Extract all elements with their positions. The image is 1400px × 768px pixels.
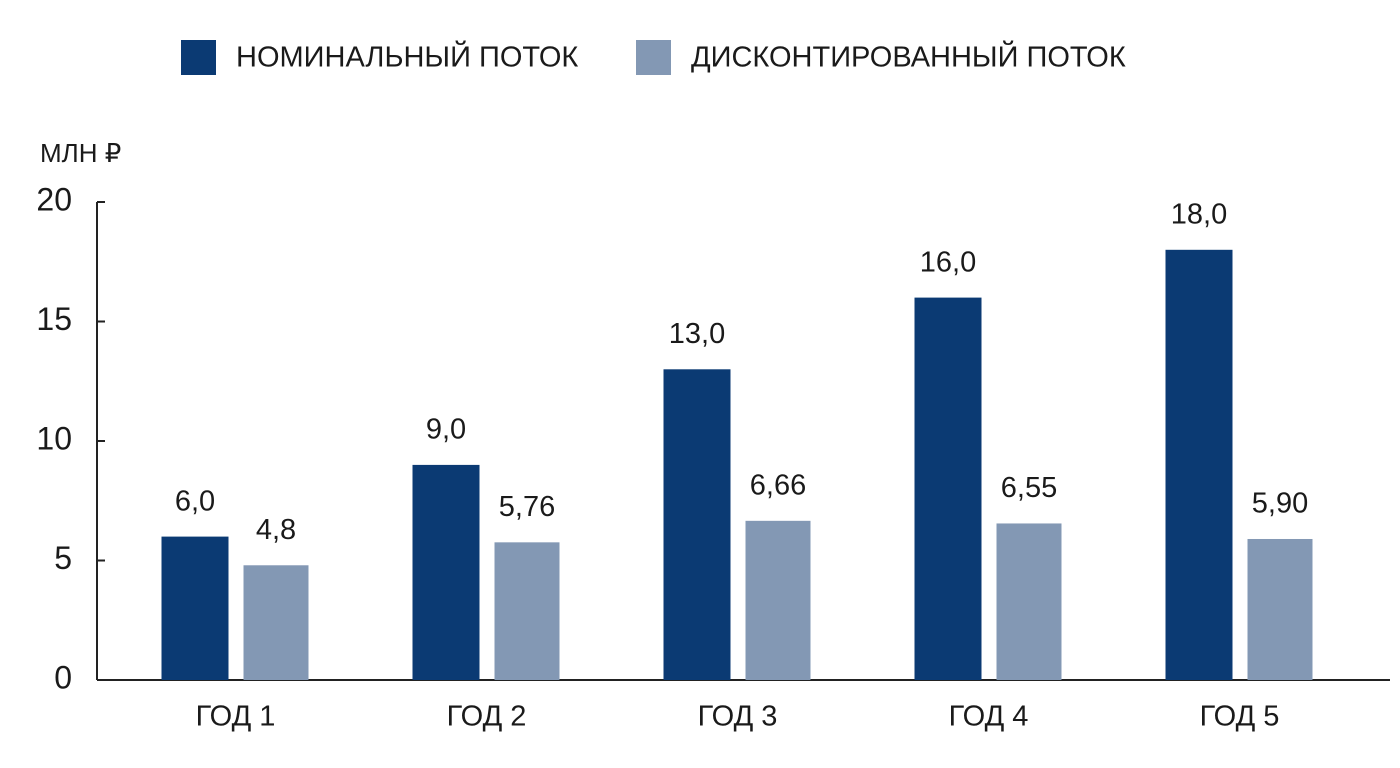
- bar: [243, 565, 309, 680]
- legend-label: ДИСКОНТИРОВАННЫЙ ПОТОК: [691, 40, 1126, 74]
- y-tick-label: 20: [36, 181, 72, 217]
- x-tick-label: ГОД 4: [949, 701, 1029, 733]
- legend-swatch: [181, 40, 216, 75]
- bar: [1247, 538, 1313, 680]
- bar: [1165, 249, 1233, 681]
- value-label: 4,8: [256, 514, 296, 546]
- bar: [996, 523, 1062, 680]
- value-label: 16,0: [920, 246, 976, 278]
- x-tick-label: ГОД 5: [1200, 701, 1280, 733]
- value-label: 18,0: [1171, 198, 1227, 230]
- y-tick-label: 15: [36, 301, 72, 337]
- value-label: 6,55: [1001, 472, 1057, 504]
- value-label: 9,0: [426, 414, 466, 446]
- y-tick-label: 0: [54, 659, 72, 695]
- legend-swatch: [636, 40, 671, 75]
- value-label: 13,0: [669, 318, 725, 350]
- value-label: 5,90: [1252, 488, 1308, 520]
- value-label: 6,66: [750, 469, 806, 501]
- x-tick-label: ГОД 3: [698, 701, 778, 733]
- bar: [412, 464, 480, 680]
- value-label: 6,0: [175, 485, 215, 517]
- bar: [745, 520, 811, 680]
- bar: [161, 536, 229, 680]
- x-tick-label: ГОД 2: [447, 701, 527, 733]
- value-label: 5,76: [499, 491, 555, 523]
- bar: [494, 542, 560, 680]
- y-axis-label: МЛН ₽: [40, 138, 121, 168]
- bar: [914, 297, 982, 680]
- bar: [663, 369, 731, 680]
- x-tick-label: ГОД 1: [196, 701, 276, 733]
- y-tick-label: 5: [54, 540, 72, 576]
- legend-label: НОМИНАЛЬНЫЙ ПОТОК: [236, 40, 578, 74]
- y-tick-label: 10: [36, 420, 72, 456]
